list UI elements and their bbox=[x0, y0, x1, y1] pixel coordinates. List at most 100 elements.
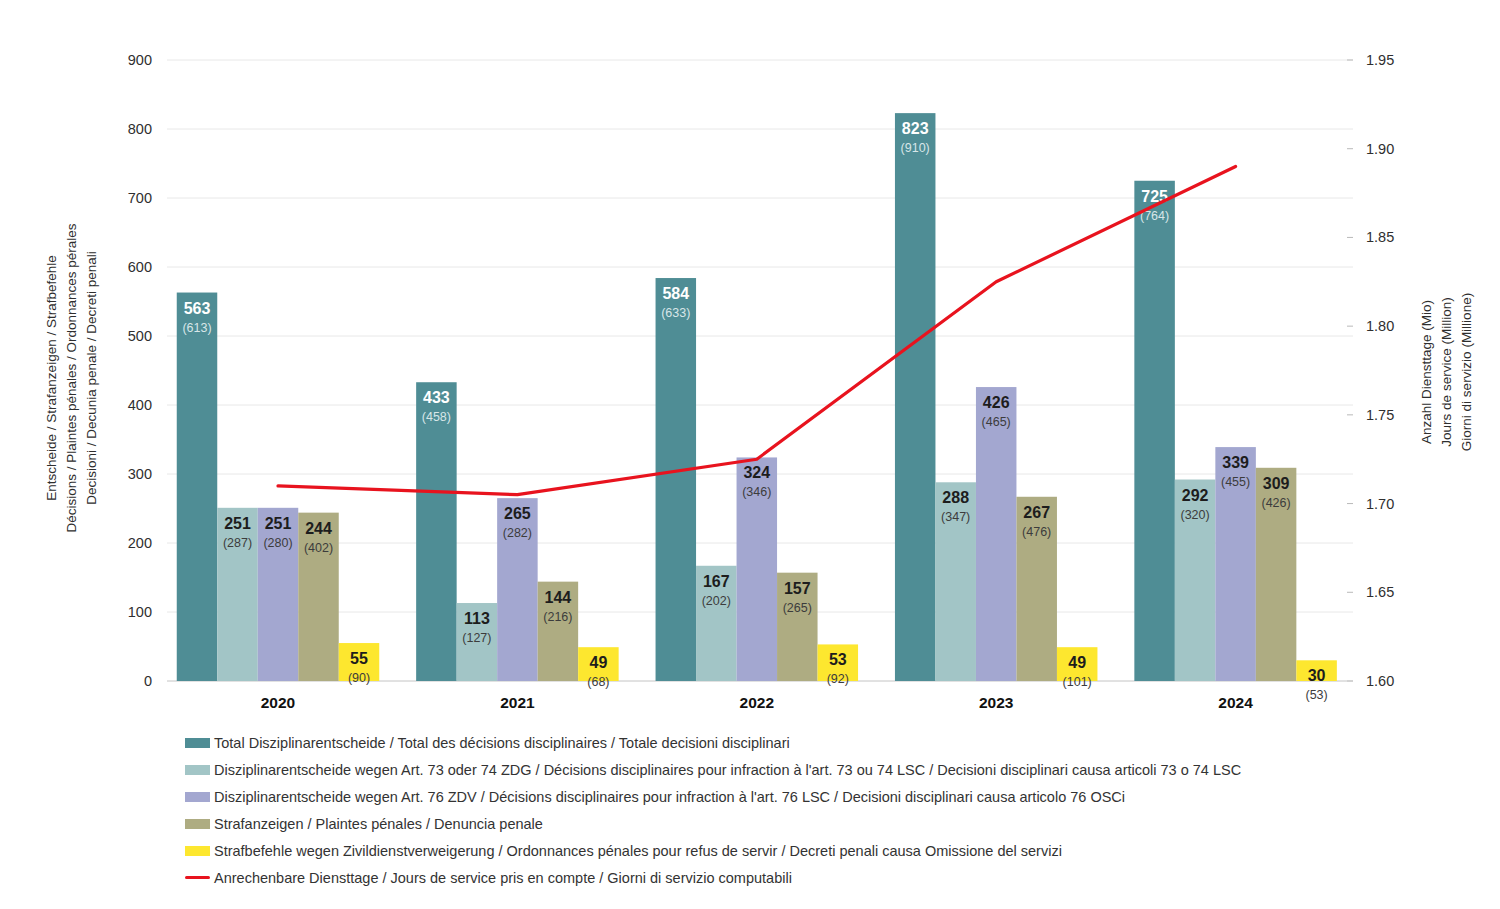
legend-item: Total Disziplinarentscheide / Total des … bbox=[185, 729, 1241, 756]
bar-line-chart: 01002003004005006007008009001.601.651.70… bbox=[0, 0, 1500, 909]
legend-label: Total Disziplinarentscheide / Total des … bbox=[214, 735, 790, 751]
left-axis-title-line: Entscheide / Strafanzeigen / Strafbefehl… bbox=[42, 223, 62, 532]
bar-secondary-label: (613) bbox=[182, 321, 211, 335]
legend-item: Disziplinarentscheide wegen Art. 73 oder… bbox=[185, 756, 1241, 783]
right-axis-title: Anzahl Diensttage (Mio) Jours de service… bbox=[1417, 293, 1477, 451]
bar-secondary-label: (347) bbox=[941, 510, 970, 524]
bar-secondary-label: (280) bbox=[263, 536, 292, 550]
bar-value-label: 433 bbox=[423, 389, 450, 406]
bar-value-label: 167 bbox=[703, 573, 730, 590]
right-axis-tick-label: 1.85 bbox=[1366, 229, 1394, 245]
right-axis-tick-label: 1.65 bbox=[1366, 584, 1394, 600]
bar-secondary-label: (402) bbox=[304, 541, 333, 555]
left-axis-title-line: Décisions / Plaintes pénales / Ordonnanc… bbox=[62, 223, 82, 532]
bar-secondary-label: (465) bbox=[982, 415, 1011, 429]
bar-value-label: 584 bbox=[662, 285, 689, 302]
right-axis-title-line: Giorni di servizio (Millione) bbox=[1457, 293, 1477, 451]
bar bbox=[895, 113, 936, 681]
left-axis-title-line: Decisioni / Decunia penale / Decreti pen… bbox=[82, 223, 102, 532]
x-axis-year-label: 2022 bbox=[740, 694, 774, 711]
legend-item: Disziplinarentscheide wegen Art. 76 ZDV … bbox=[185, 783, 1241, 810]
right-axis-tick-label: 1.90 bbox=[1366, 141, 1394, 157]
legend-color-swatch bbox=[185, 738, 210, 748]
right-axis-tick-label: 1.60 bbox=[1366, 673, 1394, 689]
chart-legend: Total Disziplinarentscheide / Total des … bbox=[185, 729, 1241, 891]
bar-secondary-label: (53) bbox=[1305, 688, 1327, 702]
bar-secondary-label: (287) bbox=[223, 536, 252, 550]
left-axis-title: Entscheide / Strafanzeigen / Strafbefehl… bbox=[42, 223, 102, 532]
bar-value-label: 49 bbox=[590, 654, 608, 671]
legend-color-swatch bbox=[185, 819, 210, 829]
bar-secondary-label: (455) bbox=[1221, 475, 1250, 489]
bar-value-label: 251 bbox=[224, 515, 251, 532]
legend-color-swatch bbox=[185, 846, 210, 856]
bar bbox=[416, 382, 457, 681]
left-axis-tick-label: 700 bbox=[128, 190, 152, 206]
legend-label: Disziplinarentscheide wegen Art. 76 ZDV … bbox=[214, 789, 1125, 805]
bar-secondary-label: (282) bbox=[503, 526, 532, 540]
left-axis-tick-label: 400 bbox=[128, 397, 152, 413]
legend-label: Anrechenbare Diensttage / Jours de servi… bbox=[214, 870, 792, 886]
legend-item: Strafbefehle wegen Zivildienstverweigeru… bbox=[185, 837, 1241, 864]
bar-value-label: 30 bbox=[1308, 667, 1326, 684]
legend-label: Strafanzeigen / Plaintes pénales / Denun… bbox=[214, 816, 543, 832]
left-axis-tick-label: 100 bbox=[128, 604, 152, 620]
bar-value-label: 113 bbox=[464, 610, 490, 627]
legend-color-swatch bbox=[185, 792, 210, 802]
bar-value-label: 251 bbox=[265, 515, 292, 532]
bar-secondary-label: (202) bbox=[702, 594, 731, 608]
bar bbox=[656, 278, 697, 681]
x-axis-year-label: 2020 bbox=[261, 694, 295, 711]
bar-value-label: 244 bbox=[305, 520, 332, 537]
bar-value-label: 292 bbox=[1182, 487, 1209, 504]
bar-value-label: 288 bbox=[942, 489, 969, 506]
legend-color-swatch bbox=[185, 765, 210, 775]
x-axis-year-label: 2023 bbox=[979, 694, 1014, 711]
legend-label: Strafbefehle wegen Zivildienstverweigeru… bbox=[214, 843, 1062, 859]
left-axis-tick-label: 800 bbox=[128, 121, 152, 137]
bar-value-label: 267 bbox=[1023, 504, 1050, 521]
bar bbox=[258, 508, 299, 681]
bar-secondary-label: (265) bbox=[783, 601, 812, 615]
bar bbox=[298, 513, 339, 681]
bar-secondary-label: (90) bbox=[348, 671, 370, 685]
right-axis-title-line: Anzahl Diensttage (Mio) bbox=[1417, 293, 1437, 451]
right-axis-tick-label: 1.70 bbox=[1366, 496, 1394, 512]
left-axis-tick-label: 500 bbox=[128, 328, 152, 344]
left-axis-tick-label: 600 bbox=[128, 259, 152, 275]
right-axis-tick-label: 1.75 bbox=[1366, 407, 1394, 423]
bar bbox=[217, 508, 258, 681]
bar-secondary-label: (633) bbox=[661, 306, 690, 320]
bar-secondary-label: (320) bbox=[1181, 508, 1210, 522]
bar bbox=[1134, 181, 1175, 681]
bar-value-label: 339 bbox=[1222, 454, 1249, 471]
right-axis-tick-label: 1.80 bbox=[1366, 318, 1394, 334]
x-axis-year-label: 2021 bbox=[500, 694, 535, 711]
bar bbox=[177, 293, 218, 681]
left-axis-tick-label: 200 bbox=[128, 535, 152, 551]
bar bbox=[976, 387, 1017, 681]
legend-label: Disziplinarentscheide wegen Art. 73 oder… bbox=[214, 762, 1241, 778]
bar-secondary-label: (68) bbox=[587, 675, 609, 689]
bar-secondary-label: (426) bbox=[1262, 496, 1291, 510]
right-axis-tick-label: 1.95 bbox=[1366, 52, 1394, 68]
bar-value-label: 426 bbox=[983, 394, 1010, 411]
legend-item: Anrechenbare Diensttage / Jours de servi… bbox=[185, 864, 1241, 891]
left-axis-tick-label: 300 bbox=[128, 466, 152, 482]
bar-value-label: 324 bbox=[743, 464, 770, 481]
bar-value-label: 563 bbox=[184, 300, 211, 317]
bar-value-label: 309 bbox=[1263, 475, 1290, 492]
bar-secondary-label: (92) bbox=[827, 672, 849, 686]
bar-value-label: 144 bbox=[545, 589, 572, 606]
bar-value-label: 823 bbox=[902, 120, 929, 137]
x-axis-year-label: 2024 bbox=[1218, 694, 1253, 711]
bar-secondary-label: (127) bbox=[462, 631, 491, 645]
left-axis-tick-label: 900 bbox=[128, 52, 152, 68]
bar-value-label: 53 bbox=[829, 651, 847, 668]
bar-secondary-label: (101) bbox=[1063, 675, 1092, 689]
legend-item: Strafanzeigen / Plaintes pénales / Denun… bbox=[185, 810, 1241, 837]
bar-value-label: 265 bbox=[504, 505, 531, 522]
bar-value-label: 49 bbox=[1068, 654, 1086, 671]
bar-secondary-label: (476) bbox=[1022, 525, 1051, 539]
bar-value-label: 55 bbox=[350, 650, 368, 667]
